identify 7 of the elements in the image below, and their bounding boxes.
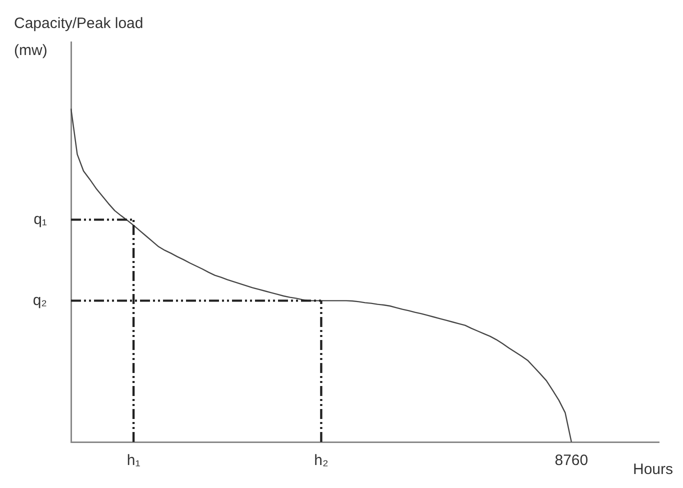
x-tick-label: 8760 (554, 452, 588, 470)
ref-line-label: q₁ (34, 210, 47, 228)
ref-line-label: q₂ (32, 292, 48, 309)
x-axis-title: Hours (633, 461, 674, 478)
y-axis-title: Capacity/Peak load (mw) (14, 14, 144, 61)
x-tick-label: h₁ (126, 452, 140, 470)
x-tick-label: h₂ (314, 452, 328, 470)
